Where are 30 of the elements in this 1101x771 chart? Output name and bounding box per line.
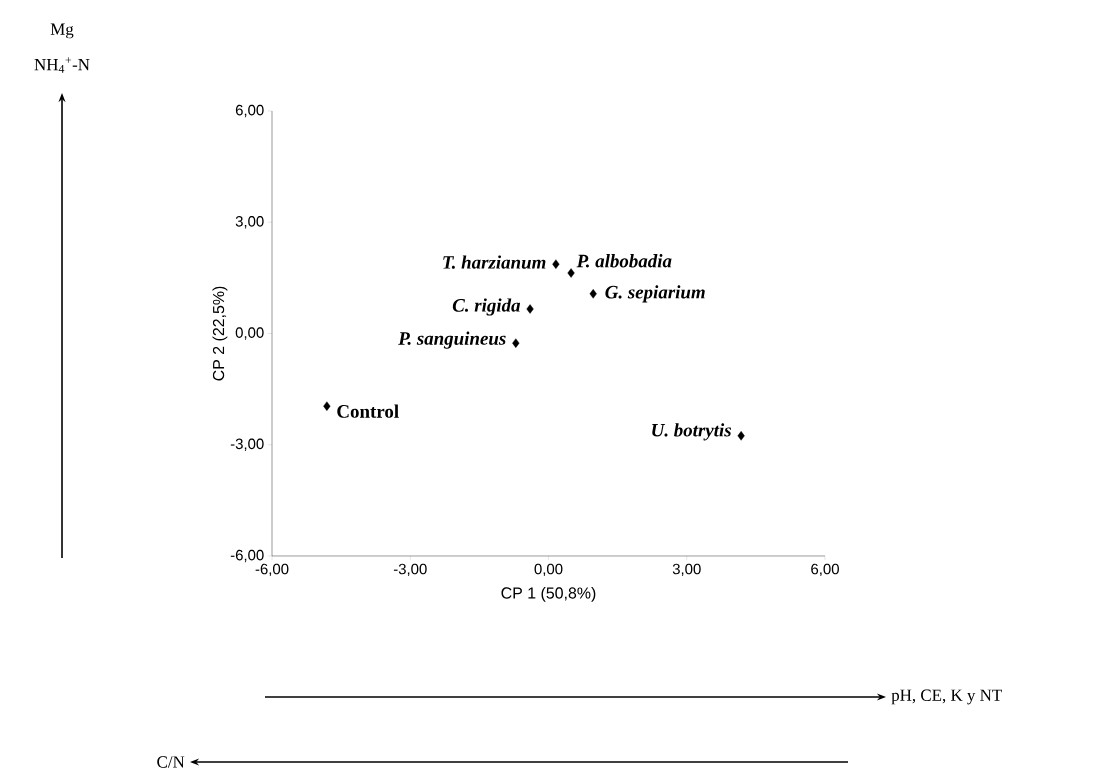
y-tick-label: 0,00 xyxy=(235,327,264,340)
annotation: P. sanguineus xyxy=(398,331,506,349)
point xyxy=(512,338,520,348)
x-tick-label: 6,00 xyxy=(811,563,839,577)
annotation: C. rigida xyxy=(452,298,521,316)
point xyxy=(323,401,331,411)
annotation: T. harzianum xyxy=(443,255,546,269)
point xyxy=(567,268,575,278)
point xyxy=(737,431,745,441)
text: pH, CE, K y NT xyxy=(891,689,1002,705)
y-tick-label: -3,00 xyxy=(230,438,264,451)
annotation: G. sepiarium xyxy=(605,285,705,303)
x-axis-title: CP 1 (50,8%) xyxy=(501,586,596,602)
text: Mg xyxy=(50,23,74,39)
y-tick-label: 3,00 xyxy=(235,216,264,229)
x-tick-label: 0,00 xyxy=(534,563,563,577)
text: NH$_{4}$$^{+}$-N xyxy=(34,57,90,73)
x-tick-label: 3,00 xyxy=(672,563,701,577)
annotation: P. albobadia xyxy=(576,254,672,268)
text: C/N xyxy=(157,756,185,768)
y-axis-title: CP 2 (22,5%) xyxy=(212,286,228,381)
point xyxy=(552,259,560,269)
annotation: Control xyxy=(337,404,399,418)
annotation: U. botrytis xyxy=(652,423,732,441)
y-tick-label: -6,00 xyxy=(230,549,264,563)
y-tick-label: 6,00 xyxy=(235,104,264,118)
point xyxy=(589,289,597,299)
point xyxy=(526,304,534,314)
x-tick-label: -3,00 xyxy=(393,563,427,577)
x-tick-label: -6,00 xyxy=(255,563,289,577)
